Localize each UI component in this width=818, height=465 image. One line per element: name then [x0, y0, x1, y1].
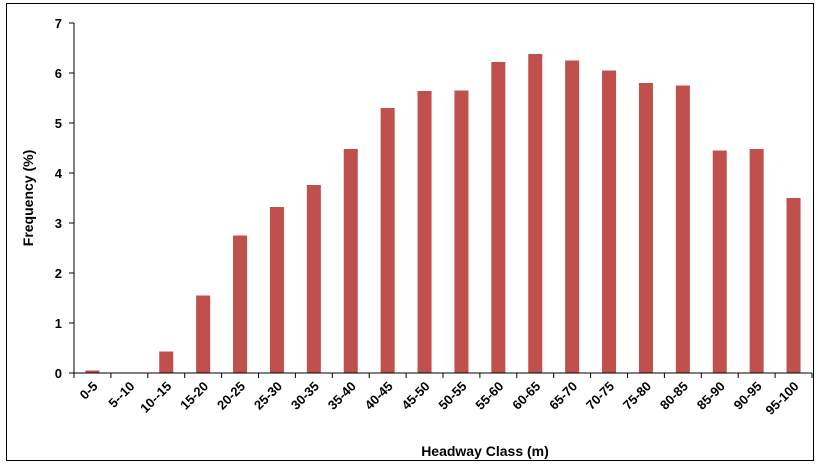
bar-35-40	[343, 149, 358, 373]
bar-25-30	[269, 207, 284, 373]
x-tick-label: 20-25	[214, 379, 248, 413]
x-tick-label: 95-100	[762, 379, 801, 418]
y-axis-ticks: 0 1 2 3 4 5 6 7	[55, 16, 74, 381]
x-axis-ticks: 0-5 5--10 10--15 15-20 20-25 25-30 30-35 35-40 4…	[73, 373, 813, 418]
y-tick-label: 3	[55, 216, 62, 231]
x-tick-label: 0-5	[77, 379, 101, 403]
x-tick-label: 55-60	[472, 379, 506, 413]
bar-0-5	[85, 370, 100, 373]
bar-60-65	[528, 54, 543, 373]
x-tick-label: 85-90	[694, 379, 728, 413]
x-tick-label: 60-65	[509, 379, 543, 413]
x-tick-label: 50-55	[435, 379, 469, 413]
bar-45-50	[417, 91, 432, 373]
bars	[85, 54, 801, 373]
bar-75-80	[638, 83, 653, 373]
y-tick-label: 0	[55, 366, 62, 381]
y-tick-label: 4	[55, 166, 63, 181]
bar-20-25	[233, 235, 248, 373]
x-tick-label: 15-20	[177, 379, 211, 413]
x-tick-label: 65-70	[546, 379, 580, 413]
x-tick-label: 10--15	[137, 379, 174, 416]
bar-80-85	[675, 85, 690, 373]
x-tick-label: 75-80	[620, 379, 654, 413]
bar-55-60	[491, 62, 506, 373]
bar-10--15	[159, 351, 174, 373]
bar-50-55	[454, 90, 469, 373]
x-tick-label: 80-85	[657, 379, 691, 413]
bar-40-45	[380, 108, 395, 373]
x-tick-label: 30-35	[288, 379, 322, 413]
y-tick-label: 6	[55, 66, 62, 81]
x-tick-label: 45-50	[399, 379, 433, 413]
y-tick-label: 1	[55, 316, 62, 331]
x-tick-label: 40-45	[362, 379, 396, 413]
x-tick-label: 25-30	[251, 379, 285, 413]
x-tick-label: 90-95	[731, 379, 765, 413]
bar-15-20	[196, 295, 211, 373]
bar-90-95	[749, 149, 764, 373]
bar-85-90	[712, 150, 727, 373]
x-tick-label: 35-40	[325, 379, 359, 413]
x-axis-title: Headway Class (m)	[421, 443, 549, 459]
y-axis-title: Frequency (%)	[20, 150, 36, 246]
bar-65-70	[565, 60, 580, 373]
bar-70-75	[602, 70, 617, 373]
y-tick-label: 5	[55, 116, 62, 131]
bar-95-100	[786, 198, 801, 373]
y-tick-label: 7	[55, 16, 62, 31]
y-tick-label: 2	[55, 266, 62, 281]
bar-30-35	[306, 185, 321, 373]
x-tick-label: 5--10	[105, 379, 137, 411]
x-tick-label: 70-75	[583, 379, 617, 413]
